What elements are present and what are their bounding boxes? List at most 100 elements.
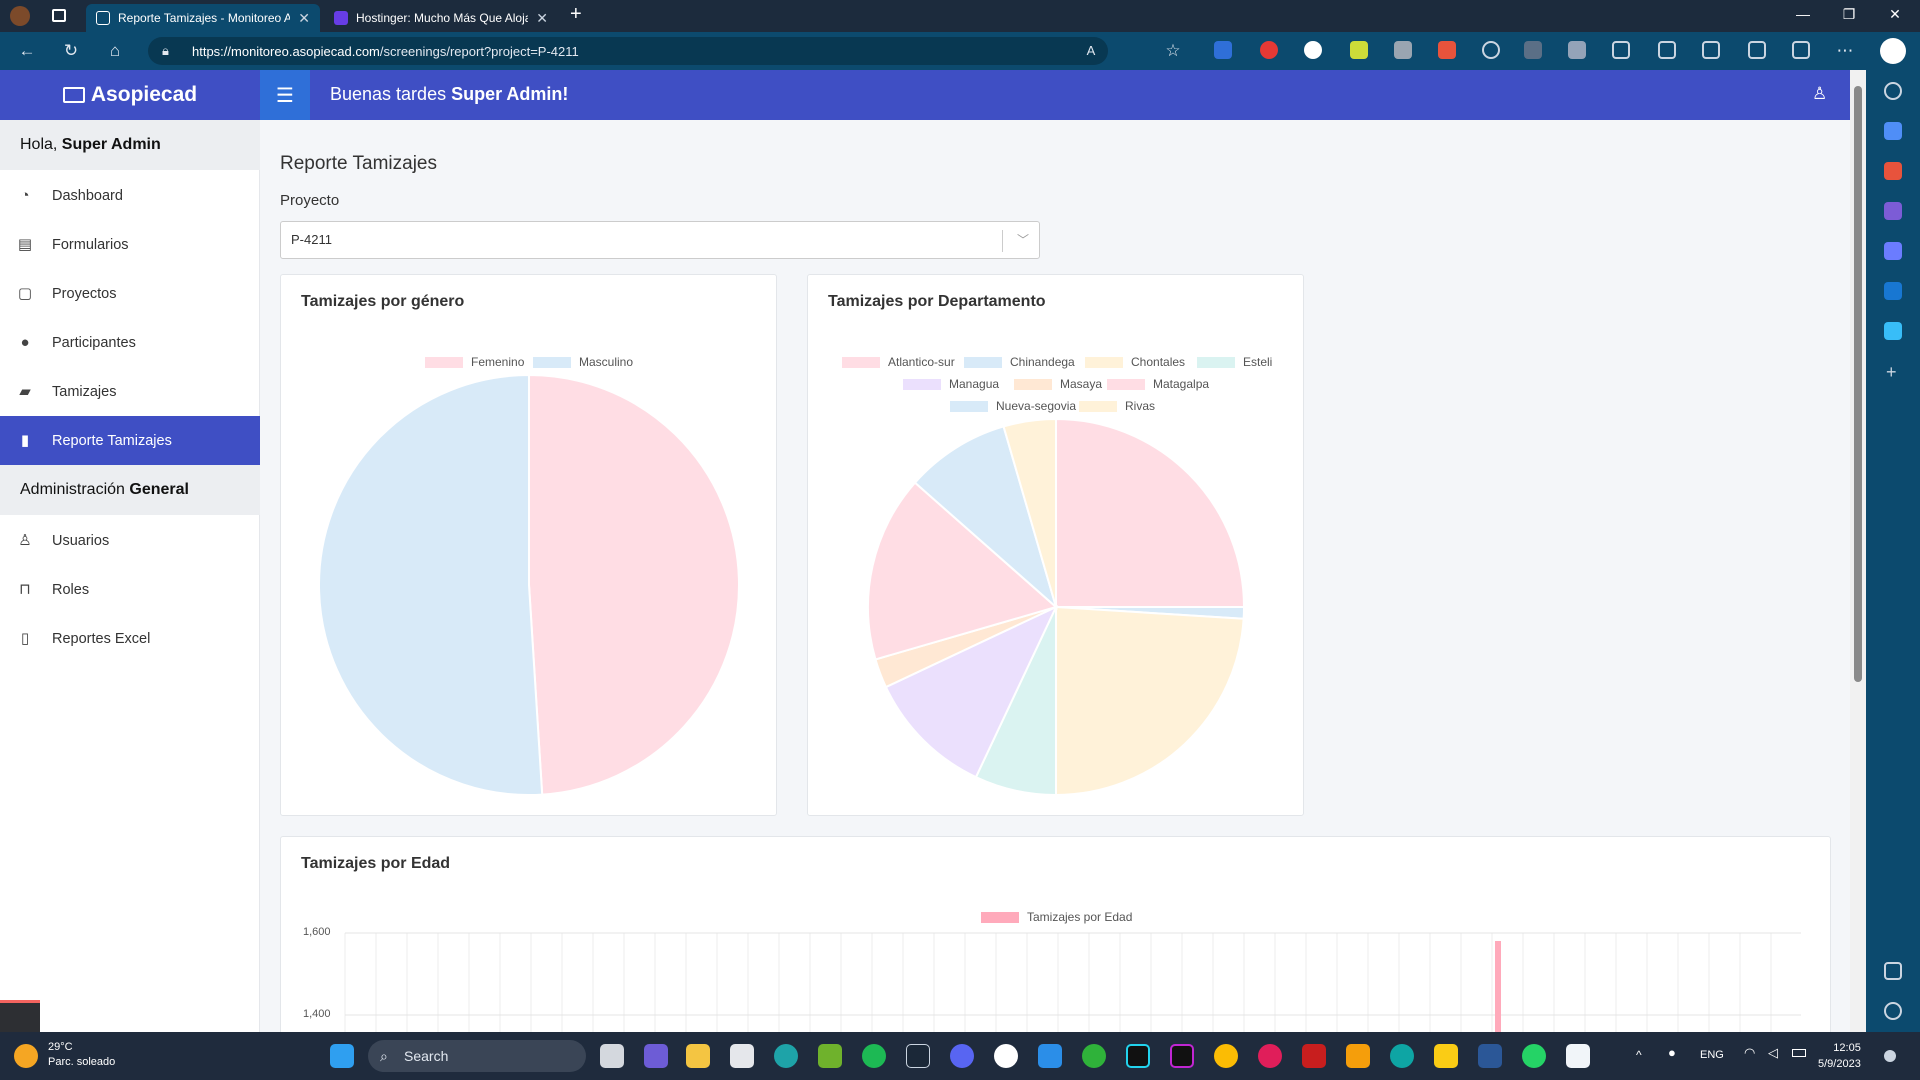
extensions-puzzle-icon[interactable] <box>1612 41 1630 59</box>
page-scrollbar[interactable] <box>1850 70 1866 1032</box>
favorite-star-icon[interactable]: ☆ <box>1165 41 1181 60</box>
edge-browser-icon[interactable] <box>774 1044 798 1068</box>
close-tab-icon[interactable]: ✕ <box>298 9 310 26</box>
new-tab-button[interactable]: + <box>570 3 582 25</box>
extension-icon[interactable] <box>1304 41 1322 59</box>
legend-item[interactable]: Managua <box>903 377 999 391</box>
legend-item[interactable]: Chontales <box>1085 355 1185 369</box>
whatsapp-icon[interactable] <box>1522 1044 1546 1068</box>
word-icon[interactable] <box>1478 1044 1502 1068</box>
app-icon[interactable] <box>1346 1044 1370 1068</box>
read-aloud-icon[interactable]: A <box>1086 43 1096 58</box>
sidebar-item-formularios[interactable]: ▤ Formularios <box>0 220 260 269</box>
microphone-icon[interactable]: ● <box>1668 1045 1676 1060</box>
github-icon[interactable] <box>994 1044 1018 1068</box>
sidebar-item-reporte-tamizajes[interactable]: ▮ Reporte Tamizajes <box>0 416 260 465</box>
outlook-icon[interactable] <box>1884 282 1902 300</box>
more-menu-icon[interactable]: ⋯ <box>1836 41 1854 60</box>
project-select[interactable]: P-4211 ﹀ <box>280 221 1040 259</box>
pie-slice-atlantico-sur[interactable] <box>1055 417 1246 608</box>
store-icon[interactable] <box>730 1044 754 1068</box>
legend-item[interactable]: Matagalpa <box>1107 377 1209 391</box>
legend-item[interactable]: Femenino <box>425 355 524 369</box>
search-icon[interactable] <box>1884 82 1902 100</box>
office-icon[interactable] <box>1884 242 1902 260</box>
back-icon[interactable]: ← <box>18 41 36 60</box>
sidebar-item-usuarios[interactable]: ♙ Usuarios <box>0 516 260 565</box>
battery-icon[interactable] <box>1792 1049 1806 1057</box>
tab-actions-icon[interactable] <box>52 9 66 22</box>
legend-item[interactable]: Masculino <box>533 355 633 369</box>
legend-item[interactable]: Masaya <box>1014 377 1102 391</box>
notifications-icon[interactable] <box>1884 1050 1896 1062</box>
favorites-icon[interactable] <box>1702 41 1720 59</box>
legend-item[interactable]: Atlantico-sur <box>842 355 955 369</box>
weather-widget[interactable]: 29°C Parc. soleado <box>14 1040 115 1070</box>
slack-icon[interactable] <box>1258 1044 1282 1068</box>
legend-item[interactable]: Chinandega <box>964 355 1075 369</box>
bing-copilot-icon[interactable] <box>1880 38 1906 64</box>
performance-icon[interactable] <box>1792 41 1810 59</box>
xbox-icon[interactable] <box>1082 1044 1106 1068</box>
extension-icon[interactable] <box>1394 41 1412 59</box>
legend-item[interactable]: Nueva-segovia <box>950 399 1076 413</box>
pie-slice-matagalpa[interactable] <box>867 481 1059 661</box>
extension-icon[interactable] <box>1568 41 1586 59</box>
discord-icon[interactable] <box>950 1044 974 1068</box>
settings-gear-icon[interactable] <box>1884 1002 1902 1020</box>
user-account-icon[interactable]: ♙ <box>1812 84 1828 103</box>
age-bar[interactable] <box>1495 941 1501 1066</box>
app-icon[interactable] <box>1302 1044 1326 1068</box>
collections-icon[interactable] <box>1748 41 1766 59</box>
steam-icon[interactable] <box>906 1044 930 1068</box>
chrome-icon[interactable] <box>1214 1044 1238 1068</box>
refresh-icon[interactable]: ↻ <box>63 41 79 60</box>
tools-icon[interactable] <box>1884 162 1902 180</box>
legend-item[interactable]: Esteli <box>1197 355 1272 369</box>
games-icon[interactable] <box>1884 202 1902 220</box>
nvidia-icon[interactable] <box>818 1044 842 1068</box>
sticky-notes-icon[interactable] <box>1434 1044 1458 1068</box>
windows-start-icon[interactable] <box>330 1044 354 1068</box>
browser-profile-icon[interactable] <box>10 6 30 26</box>
close-window-button[interactable]: ✕ <box>1889 6 1901 22</box>
extension-icon[interactable] <box>1214 41 1232 59</box>
sidebar-toggle-icon[interactable] <box>1884 962 1902 980</box>
tab-hostinger[interactable]: Hostinger: Mucho Más Que Alojamiento ✕ <box>324 4 558 32</box>
extension-icon[interactable] <box>1482 41 1500 59</box>
pie-slice-chontales[interactable] <box>1055 605 1245 797</box>
add-icon[interactable]: + <box>1886 362 1897 382</box>
extension-icon[interactable] <box>1350 41 1368 59</box>
sidebar-item-dashboard[interactable]: ◔ Dashboard <box>0 171 260 220</box>
shopping-tag-icon[interactable] <box>1884 122 1902 140</box>
tray-chevron-icon[interactable]: ^ <box>1636 1048 1642 1062</box>
home-icon[interactable]: ⌂ <box>109 41 121 60</box>
volume-icon[interactable]: ◁ <box>1768 1045 1778 1060</box>
teams-chat-icon[interactable] <box>644 1044 668 1068</box>
pie-slice-rivas[interactable] <box>1002 417 1057 608</box>
sidebar-item-reportes-excel[interactable]: ▯ Reportes Excel <box>0 614 260 663</box>
minimize-button[interactable]: — <box>1796 6 1810 22</box>
laravel-debugbar-icon[interactable] <box>0 1000 40 1032</box>
sidebar-item-roles[interactable]: ⊓ Roles <box>0 565 260 614</box>
send-icon[interactable] <box>1884 322 1902 340</box>
scrollbar-thumb[interactable] <box>1854 86 1862 682</box>
menu-toggle-button[interactable]: ☰ <box>260 70 310 120</box>
taskbar-clock[interactable]: 12:05 5/9/2023 <box>1818 1040 1861 1072</box>
phpstorm-icon[interactable] <box>1170 1044 1194 1068</box>
extension-icon[interactable] <box>1438 41 1456 59</box>
edge-dev-icon[interactable] <box>1390 1044 1414 1068</box>
pie-slice-femenino[interactable] <box>528 373 740 796</box>
close-tab-icon[interactable]: ✕ <box>536 9 548 26</box>
sidebar-item-proyectos[interactable]: ▢ Proyectos <box>0 269 260 318</box>
split-screen-icon[interactable] <box>1658 41 1676 59</box>
tab-reporte-tamizajes[interactable]: Reporte Tamizajes - Monitoreo A ✕ <box>86 4 320 32</box>
restore-button[interactable]: ❐ <box>1842 6 1856 22</box>
sidebar-item-participantes[interactable]: ● Participantes <box>0 318 260 367</box>
extension-icon[interactable] <box>1524 41 1542 59</box>
sidebar-item-tamizajes[interactable]: ▰ Tamizajes <box>0 367 260 416</box>
extension-icon[interactable] <box>1260 41 1278 59</box>
pie-slice-nueva-segovia[interactable] <box>913 425 1058 611</box>
taskbar-search[interactable]: ⌕ Search <box>368 1040 586 1072</box>
snipping-tool-icon[interactable] <box>1566 1044 1590 1068</box>
